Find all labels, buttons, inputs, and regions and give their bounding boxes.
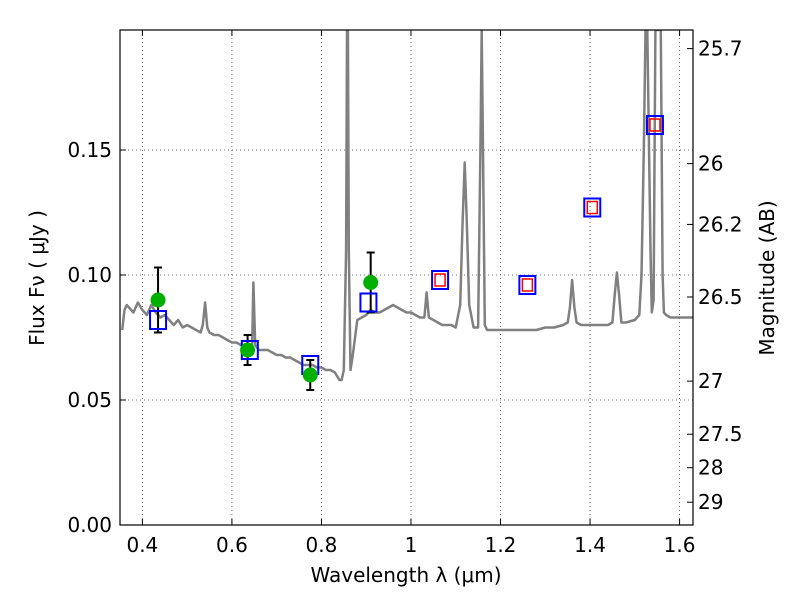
y2-tick-label: 25.7	[698, 37, 743, 61]
y-tick-label: 0.10	[67, 263, 112, 287]
model-photometry-inner-box	[649, 118, 661, 132]
model-photometry-box	[431, 270, 450, 290]
x-tick-label: 1.2	[485, 533, 517, 557]
model-photometry-inner-box	[586, 200, 599, 215]
model-photometry-box	[518, 275, 537, 295]
gridlines	[120, 30, 693, 525]
x-axis-label: Wavelength λ (μm)	[310, 563, 501, 587]
y2-tick-label: 29	[698, 490, 723, 514]
x-tick-label: 0.6	[216, 533, 248, 557]
x-tick-label: 0.8	[306, 533, 338, 557]
model-photometry-box	[149, 310, 168, 330]
y2-tick-label: 26	[698, 152, 723, 176]
observed-flux-point	[363, 275, 379, 290]
model-photometry-box	[583, 197, 602, 218]
observed-flux-point	[240, 342, 256, 358]
observed-flux-point	[150, 292, 166, 308]
y-axis-label: Flux Fν ( μJy )	[25, 210, 49, 346]
x-tick-label: 1.4	[574, 533, 606, 557]
spectrum-layer	[120, 30, 693, 382]
model-photometry-box	[359, 292, 378, 313]
y2-tick-label: 27.5	[698, 422, 743, 446]
y-tick-label: 0.00	[67, 513, 112, 537]
observed-flux-point	[302, 367, 318, 383]
model-photometry-inner-box	[434, 273, 446, 287]
y2-tick-label: 28	[698, 456, 723, 480]
model-photometry-box	[645, 115, 664, 135]
marker-layer	[149, 115, 664, 391]
y-tick-label: 0.05	[67, 388, 112, 412]
y-tick-label: 0.15	[67, 138, 112, 162]
x-tick-label: 1.6	[664, 533, 696, 557]
y2-tick-label: 26.2	[698, 212, 743, 236]
y2-axis-label: Magnitude (AB)	[755, 200, 779, 355]
y2-tick-label: 27	[698, 369, 723, 393]
ticks-layer: 0.4 0.6 0.8 1 1.2 1.4 1.6 0.00 0.05 0.10 0.15 25.7 2…	[67, 30, 743, 557]
x-tick-label: 0.4	[126, 533, 158, 557]
model-spectrum-line	[120, 30, 693, 382]
plot-frame	[119, 29, 694, 526]
x-tick-label: 1	[405, 533, 418, 557]
y2-tick-label: 26.5	[698, 285, 743, 309]
model-photometry-inner-box	[521, 278, 534, 292]
